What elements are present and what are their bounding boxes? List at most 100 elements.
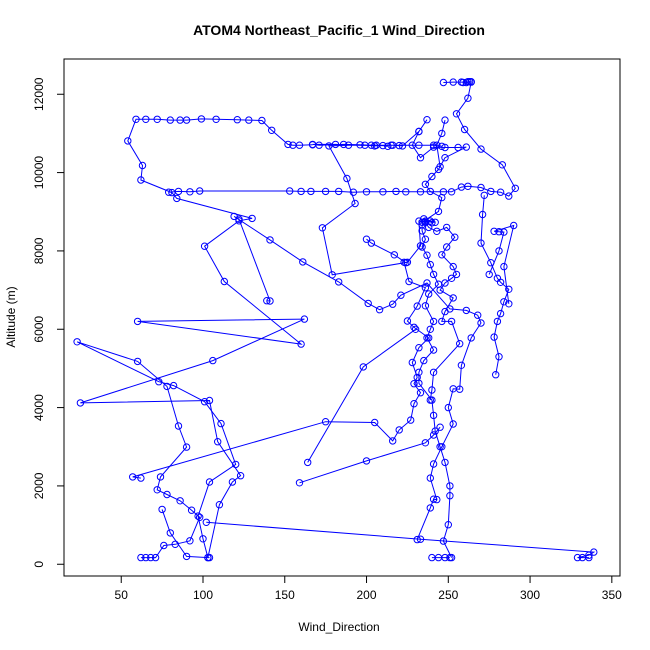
data-point [429,460,438,468]
data-point [498,161,506,169]
data-point [169,381,178,390]
data-point [462,306,470,315]
data-point [421,218,430,227]
data-point [492,371,500,379]
data-point [443,223,451,232]
data-point [429,270,438,279]
data-point [438,443,446,451]
data-point [416,154,425,162]
data-point [132,115,140,124]
data-point [349,188,358,196]
data-point [431,218,439,227]
series-line [233,215,482,540]
series-16 [459,78,475,87]
series-line [206,521,596,559]
data-point [307,187,315,196]
y-tick-label: 12000 [32,77,46,111]
data-point [447,317,456,326]
data-point [441,116,449,124]
data-point [375,306,384,314]
plot-frame [63,58,621,577]
data-point [217,419,225,428]
data-point [426,325,434,333]
data-point [142,553,150,562]
series-13 [295,423,444,487]
data-point [129,473,137,481]
series-17 [477,191,513,379]
data-point [182,443,191,451]
data-point [405,277,413,286]
data-point [438,142,446,151]
data-point [364,299,372,308]
data-point [379,141,387,150]
data-point [480,191,488,200]
data-point [362,235,371,243]
data-point [425,290,433,298]
data-point [585,553,593,562]
data-point [321,418,330,426]
data-point [449,294,457,302]
data-point [433,227,441,236]
data-point [186,188,194,196]
series-14 [304,325,420,467]
data-point [173,194,181,203]
data-point [426,396,434,404]
chart-title: ATOM4 Northeast_Pacific_1 Wind_Direction [193,22,485,38]
data-point [390,251,398,259]
data-point [438,129,446,138]
data-point [300,315,309,323]
data-point [331,140,340,149]
data-point [387,141,395,149]
data-point [318,224,327,232]
data-point [389,300,397,308]
data-point [410,380,418,388]
data-point [420,356,428,365]
data-point [153,115,161,124]
data-point [429,495,438,503]
data-point [423,251,431,259]
data-point [428,386,436,394]
y-axis-label: Altitude (m) [4,286,18,347]
data-point [196,187,204,195]
data-point [187,506,196,514]
data-point [209,356,217,365]
series-line [168,81,516,197]
data-point [199,535,207,543]
data-point [573,553,582,562]
data-point [460,125,469,134]
data-point [464,182,472,191]
series-line [366,238,407,264]
data-point [441,458,449,467]
data-point [449,262,457,271]
data-point [433,495,441,504]
data-point [449,78,457,86]
data-point [447,188,456,196]
data-point [452,270,461,279]
data-point [490,227,498,236]
data-point [286,187,294,195]
data-point [421,439,430,447]
data-point [147,553,155,562]
data-point [425,223,433,232]
data-point [441,279,449,287]
data-point [308,140,317,149]
data-point [151,553,160,562]
data-point [124,137,132,145]
data-point [202,518,211,526]
data-point [411,325,420,333]
series-line [80,118,313,559]
data-point [443,243,451,251]
series-line [76,341,237,559]
data-point [444,521,452,529]
y-tick-label: 10000 [32,156,46,190]
series-15 [428,553,454,562]
y-tick-label: 8000 [32,237,46,264]
data-point [500,228,508,236]
data-point [205,396,214,405]
data-point [402,259,410,267]
data-point [297,187,305,196]
data-point [182,552,191,561]
plot-area [73,78,598,562]
data-point [418,243,426,251]
data-point [487,187,495,196]
